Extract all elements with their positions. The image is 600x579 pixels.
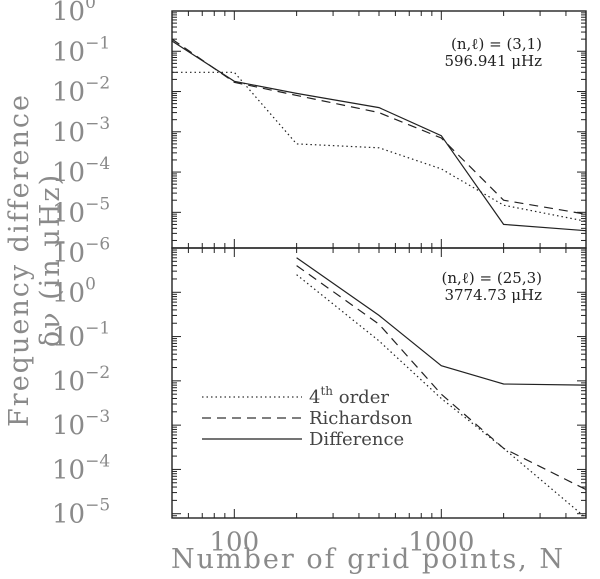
y-tick-base: 10 <box>52 37 85 67</box>
panel-2-series-4th-order <box>296 274 587 519</box>
y-tick-base: 10 <box>52 411 85 441</box>
y-tick-base: 10 <box>52 323 85 353</box>
panel-1-series-difference <box>171 40 587 232</box>
legend-4th-order-sup: th <box>320 384 333 398</box>
legend: 4th order Richardson Difference <box>202 384 413 450</box>
legend-4th-order-suffix: order <box>333 387 389 408</box>
panel-1-series-richardson <box>171 38 587 215</box>
tick-labels: 10010−110−210−310−410−510−610010−110−210… <box>52 0 474 557</box>
y-tick-exponent: −6 <box>85 235 110 255</box>
y-tick-label: 10−3 <box>52 407 110 441</box>
legend-label-difference: Difference <box>309 429 404 450</box>
y-tick-label: 10−1 <box>52 33 110 67</box>
y-tick-base: 10 <box>52 0 85 27</box>
y-tick-base: 10 <box>52 455 85 485</box>
y-tick-exponent: −1 <box>85 319 110 339</box>
x-tick-label: 1000 <box>408 527 474 557</box>
y-tick-exponent: −2 <box>85 363 110 383</box>
y-tick-label: 10−5 <box>52 496 110 530</box>
bottom-panel-frequency-label: 3774.73 μHz <box>444 286 542 304</box>
y-tick-label: 10−2 <box>52 74 110 108</box>
y-tick-exponent: −4 <box>85 451 110 471</box>
legend-label-richardson: Richardson <box>309 408 413 429</box>
y-tick-base: 10 <box>52 118 85 148</box>
y-tick-label: 10−1 <box>52 319 110 353</box>
y-tick-exponent: −2 <box>85 74 110 94</box>
series-lines <box>171 38 587 519</box>
y-tick-exponent: −4 <box>85 154 110 174</box>
x-axis-label: Number of grid points, N <box>171 544 565 575</box>
y-tick-base: 10 <box>52 198 85 228</box>
y-tick-label: 10−2 <box>52 363 110 397</box>
y-tick-base: 10 <box>52 278 85 308</box>
y-tick-label: 10−5 <box>52 194 110 228</box>
panel-2-series-richardson <box>296 265 587 491</box>
y-tick-exponent: −1 <box>85 33 110 53</box>
bottom-panel-mode-label: (n,ℓ) = (25,3) <box>441 269 542 287</box>
y-tick-exponent: −3 <box>85 114 110 134</box>
y-tick-label: 10−4 <box>52 154 110 188</box>
y-tick-label: 100 <box>52 274 96 308</box>
legend-4th-order-prefix: 4 <box>309 387 320 408</box>
y-tick-exponent: −5 <box>85 194 110 214</box>
y-tick-label: 10−6 <box>52 235 110 269</box>
y-tick-base: 10 <box>52 158 85 188</box>
y-tick-exponent: −3 <box>85 407 110 427</box>
top-panel-frequency-label: 596.941 μHz <box>444 52 542 70</box>
legend-label-4th-order: 4th order <box>309 384 389 408</box>
y-tick-base: 10 <box>52 367 85 397</box>
y-tick-exponent: 0 <box>85 0 96 13</box>
x-tick-label: 100 <box>209 527 259 557</box>
y-axis-label-line1: Frequency difference <box>4 93 35 427</box>
y-tick-label: 100 <box>52 0 96 27</box>
panel-1-series-4th-order <box>172 71 587 222</box>
top-panel-mode-label: (n,ℓ) = (3,1) <box>451 35 542 53</box>
y-tick-exponent: 0 <box>85 274 96 294</box>
axis-ticks <box>171 10 587 519</box>
y-tick-base: 10 <box>52 500 85 530</box>
y-tick-label: 10−3 <box>52 114 110 148</box>
panel-2-series-difference <box>296 257 587 386</box>
y-tick-base: 10 <box>52 78 85 108</box>
y-tick-base: 10 <box>52 239 85 269</box>
y-axis-label-line2: δν (in μHz) <box>35 173 66 347</box>
y-tick-label: 10−4 <box>52 451 110 485</box>
y-tick-exponent: −5 <box>85 496 110 516</box>
